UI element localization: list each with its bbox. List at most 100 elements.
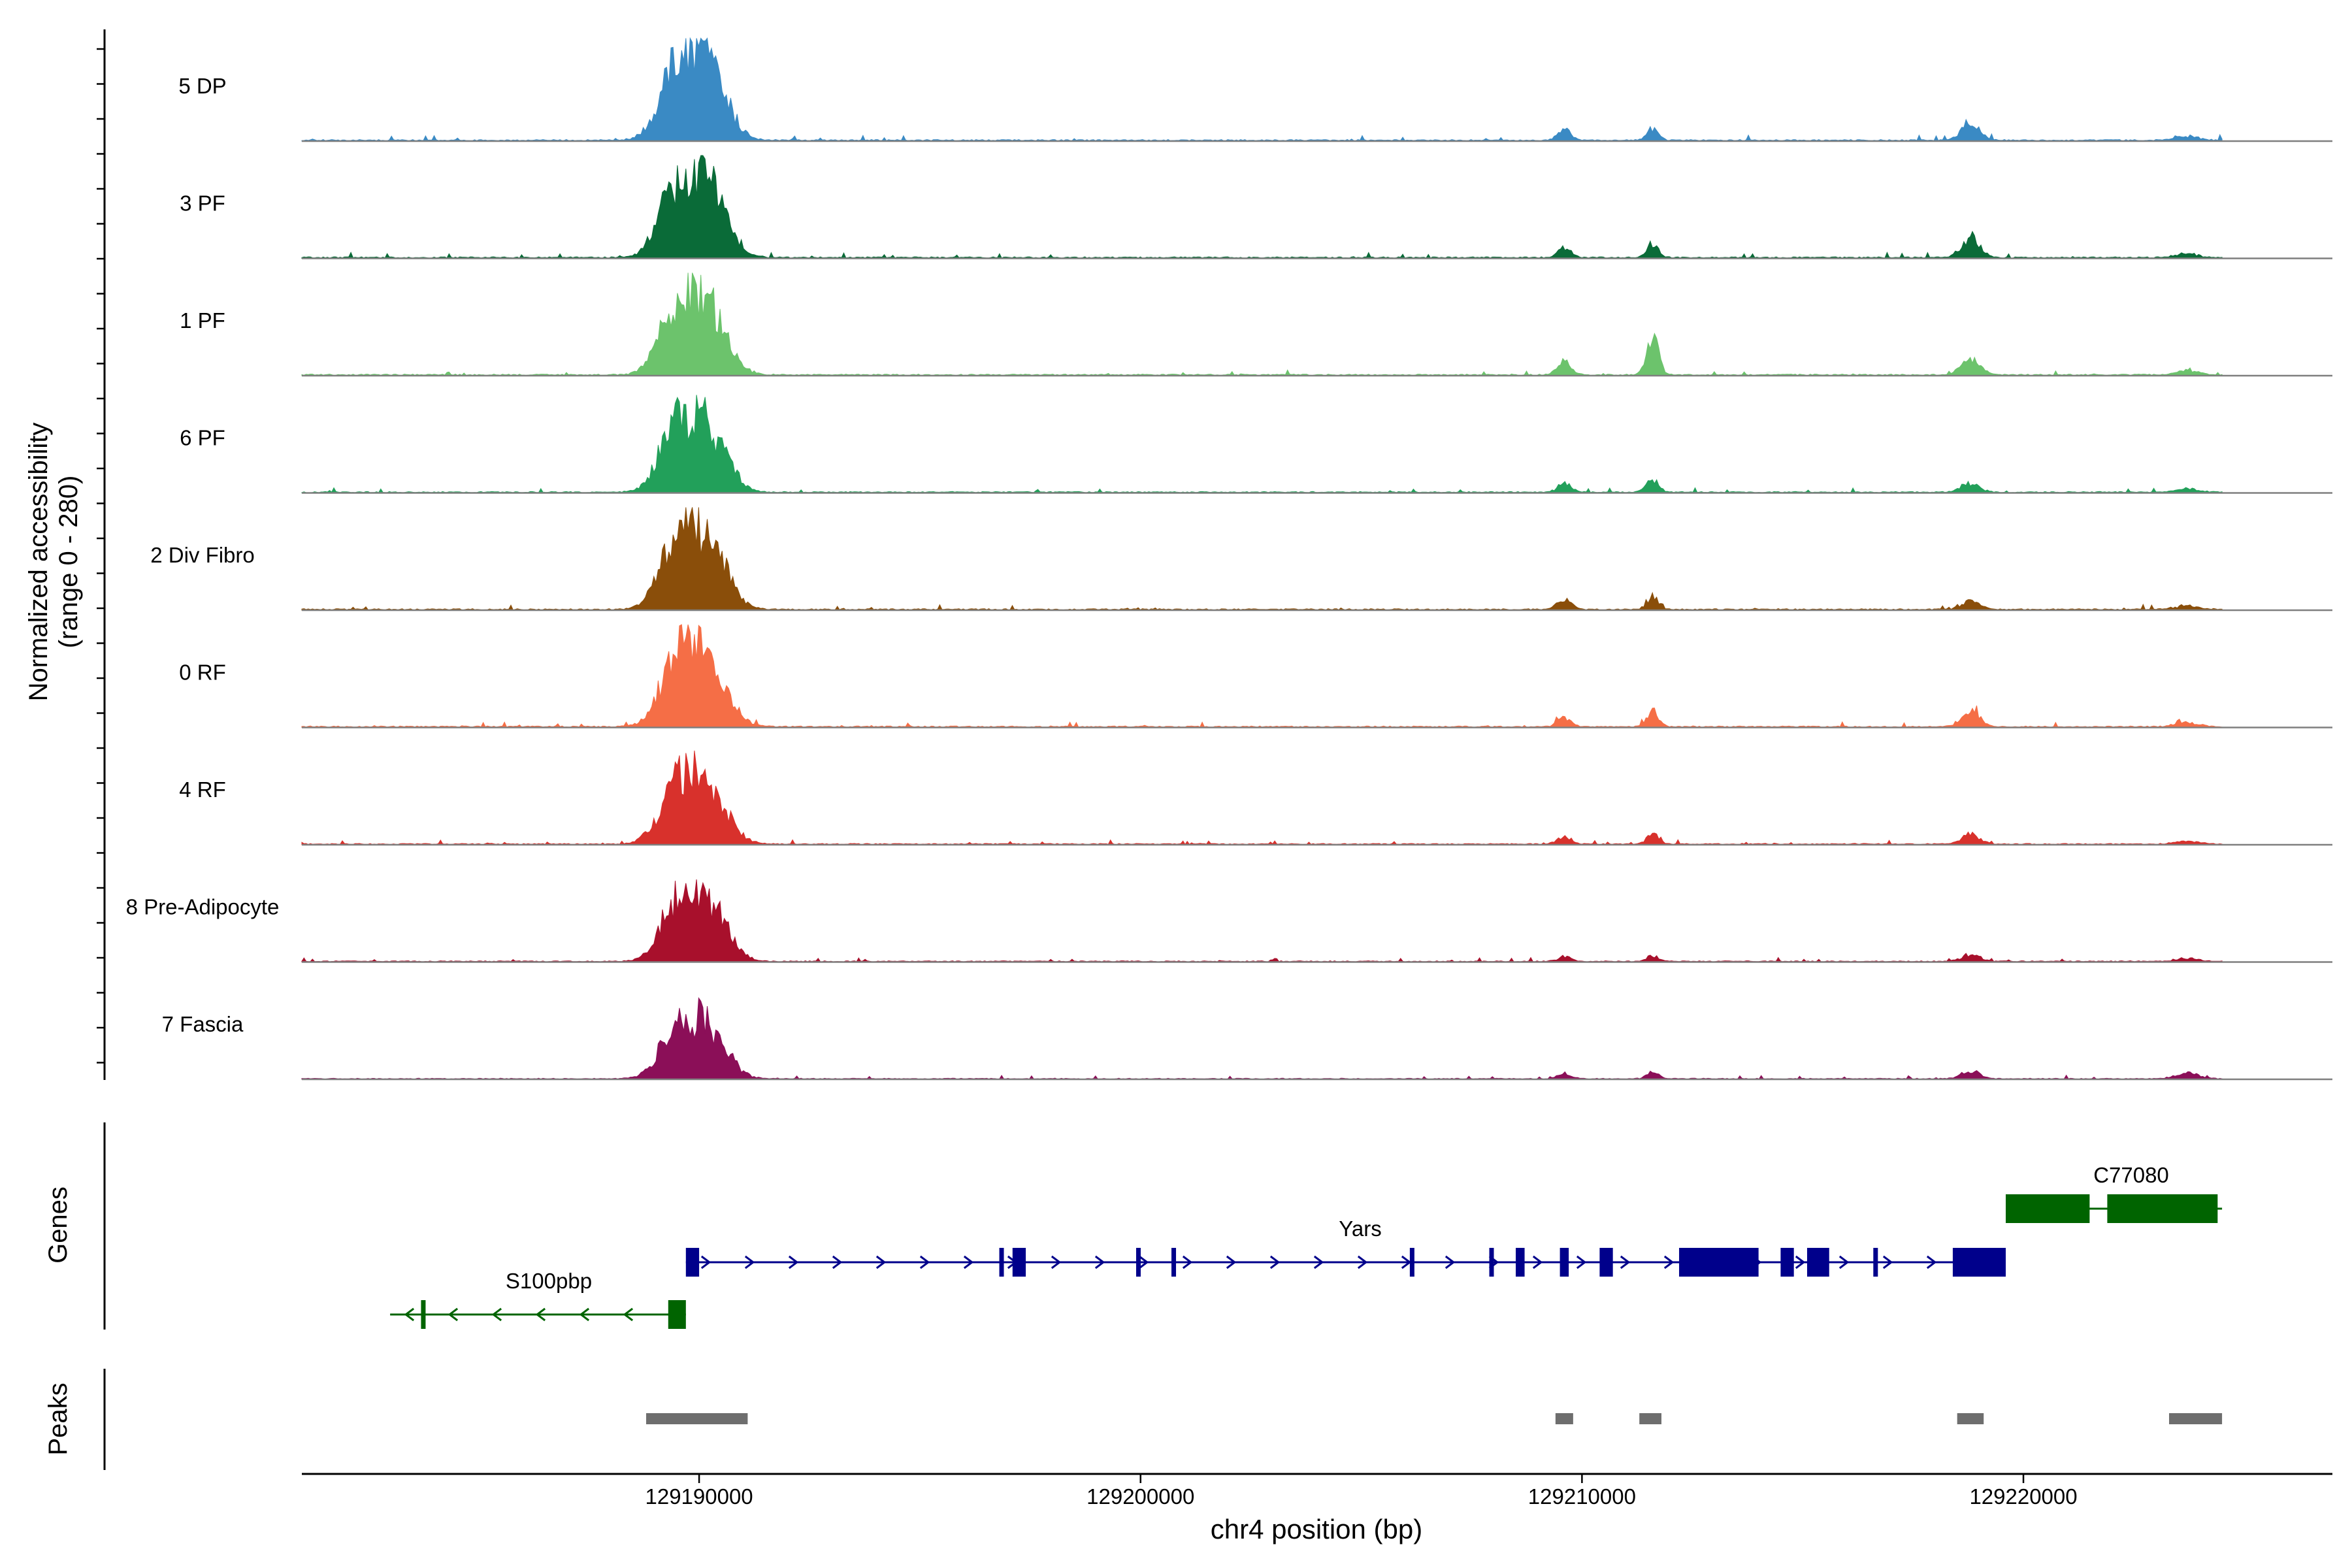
- gene-name-label: S100pbp: [506, 1269, 592, 1293]
- gene-exon: [668, 1300, 686, 1329]
- strand-arrow: [1401, 1255, 1412, 1269]
- strand-arrow: [1926, 1255, 1937, 1269]
- gene-name-label: C77080: [2093, 1163, 2169, 1187]
- track-label: 5 DP: [178, 74, 226, 98]
- strand-arrow: [448, 1307, 459, 1322]
- coverage-area: [301, 624, 2223, 728]
- gene-exon: [421, 1300, 426, 1329]
- coverage-track-1: 3 PF: [180, 155, 2332, 259]
- strand-arrow: [404, 1307, 415, 1322]
- gene-exon: [1780, 1248, 1794, 1277]
- strand-arrow: [1795, 1255, 1806, 1269]
- peak-region: [1957, 1413, 1984, 1424]
- gene-c77080: C77080: [2006, 1163, 2223, 1223]
- strand-arrow: [579, 1307, 590, 1322]
- track-label: 2 Div Fibro: [150, 543, 255, 567]
- strand-arrow: [1663, 1255, 1674, 1269]
- coverage-area: [301, 155, 2223, 259]
- genes-track-label: Genes: [44, 1186, 73, 1264]
- gene-exon: [685, 1248, 700, 1277]
- strand-arrow: [875, 1255, 887, 1269]
- strand-arrow: [963, 1255, 974, 1269]
- coverage-track-7: 8 Pre-Adipocyte: [126, 879, 2332, 963]
- coverage-track-5: 0 RF: [179, 624, 2332, 728]
- strand-arrow: [1576, 1255, 1587, 1269]
- gene-exon: [1679, 1248, 1759, 1277]
- strand-arrow: [919, 1255, 930, 1269]
- strand-arrow: [623, 1307, 634, 1322]
- strand-arrow: [1269, 1255, 1281, 1269]
- strand-arrow: [1182, 1255, 1193, 1269]
- track-label: 6 PF: [180, 426, 225, 450]
- strand-arrow: [1357, 1255, 1368, 1269]
- gene-exon: [1489, 1248, 1494, 1277]
- gene-track: S100pbp Yars C77080: [390, 1163, 2223, 1329]
- coverage-track-2: 1 PF: [180, 272, 2332, 377]
- strand-arrow: [1051, 1255, 1062, 1269]
- gene-exon: [1806, 1248, 1829, 1277]
- coverage-area: [301, 395, 2223, 493]
- gene-exon: [1135, 1248, 1141, 1277]
- strand-arrow: [832, 1255, 843, 1269]
- peak-region: [646, 1413, 748, 1424]
- strand-arrow: [1838, 1255, 1850, 1269]
- track-label: 4 RF: [179, 777, 226, 802]
- coverage-track-3: 6 PF: [180, 395, 2332, 494]
- axes: 129190000 129200000 129210000 129220000: [97, 29, 2332, 1509]
- gene-exon: [1599, 1248, 1613, 1277]
- track-label: 7 Fascia: [162, 1012, 244, 1036]
- coverage-track-6: 4 RF: [179, 750, 2332, 846]
- y-axis-label-line1: Normalized accessibility: [24, 423, 53, 702]
- track-label: 8 Pre-Adipocyte: [126, 895, 280, 919]
- gene-exon: [1409, 1248, 1414, 1277]
- gene-exon: [1171, 1248, 1177, 1277]
- coverage-area: [301, 272, 2223, 376]
- peak-region: [1639, 1413, 1662, 1424]
- strand-arrow: [1313, 1255, 1324, 1269]
- peak-track: [646, 1413, 2223, 1424]
- x-axis-title: chr4 position (bp): [1211, 1514, 1423, 1544]
- strand-arrow: [788, 1255, 799, 1269]
- coverage-tracks: 5 DP 3 PF 1 PF 6 PF 2 Div Fibro 0 RF 4 RF 8 Pre…: [126, 37, 2332, 1081]
- coverage-track-0: 5 DP: [178, 37, 2332, 142]
- peak-region: [1555, 1413, 1573, 1424]
- gene-exon: [2006, 1194, 2090, 1223]
- x-tick-label: 129200000: [1086, 1484, 1194, 1509]
- gene-yars: Yars: [685, 1217, 2006, 1277]
- x-tick-label: 129190000: [645, 1484, 753, 1509]
- gene-exon: [1012, 1248, 1026, 1277]
- track-label: 3 PF: [180, 191, 225, 216]
- gene-exon: [2107, 1194, 2218, 1223]
- coverage-area: [301, 997, 2223, 1080]
- x-tick-label: 129220000: [1969, 1484, 2077, 1509]
- strand-arrow: [491, 1307, 502, 1322]
- track-label: 0 RF: [179, 661, 226, 685]
- gene-exon: [1516, 1248, 1525, 1277]
- coverage-track-4: 2 Div Fibro: [150, 507, 2332, 612]
- peak-region: [2169, 1413, 2223, 1424]
- coverage-track-8: 7 Fascia: [162, 997, 2332, 1081]
- x-tick-label: 129210000: [1528, 1484, 1636, 1509]
- strand-arrow: [700, 1255, 711, 1269]
- strand-arrow: [535, 1307, 546, 1322]
- strand-arrow: [1620, 1255, 1631, 1269]
- strand-arrow: [1882, 1255, 1893, 1269]
- y-axis-label-line2: (range 0 - 280): [54, 476, 83, 649]
- gene-exon: [1560, 1248, 1569, 1277]
- coverage-area: [301, 507, 2223, 611]
- coverage-area: [301, 37, 2223, 142]
- gene-exon: [1873, 1248, 1878, 1277]
- peaks-track-label: Peaks: [44, 1382, 73, 1455]
- coverage-area: [301, 879, 2223, 962]
- strand-arrow: [1226, 1255, 1237, 1269]
- strand-arrow: [1532, 1255, 1543, 1269]
- strand-arrow: [1138, 1255, 1149, 1269]
- strand-arrow: [1445, 1255, 1456, 1269]
- gene-s100pbp: S100pbp: [390, 1269, 686, 1329]
- track-label: 1 PF: [180, 308, 225, 333]
- gene-name-label: Yars: [1339, 1217, 1381, 1241]
- strand-arrow: [744, 1255, 755, 1269]
- gene-exon: [1952, 1248, 2006, 1277]
- strand-arrow: [1094, 1255, 1105, 1269]
